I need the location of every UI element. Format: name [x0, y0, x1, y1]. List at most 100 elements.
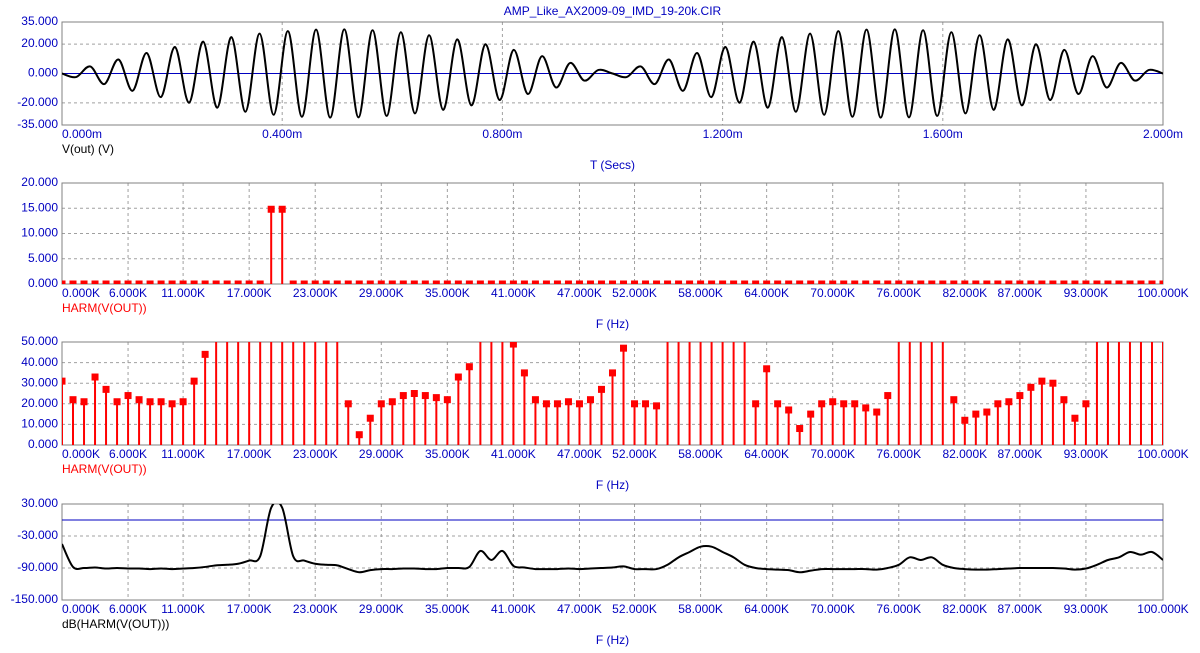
harmonic-marker — [520, 369, 528, 377]
x-tick-label: 82.000K — [942, 286, 987, 300]
harmonic-marker — [190, 280, 198, 284]
harmonic-marker — [994, 280, 1002, 284]
harmonic-marker — [818, 400, 826, 408]
harmonic-marker — [972, 280, 980, 284]
x-tick-label: 11.000K — [161, 602, 205, 616]
x-tick-label: 17.000K — [227, 286, 272, 300]
x-tick-label: 70.000K — [810, 447, 855, 461]
harmonic-marker — [774, 280, 782, 284]
harmonic-marker — [1104, 280, 1112, 284]
x-tick-label: 93.000K — [1064, 447, 1109, 461]
harmonic-marker — [675, 280, 683, 284]
x-tick-label: 0.400m — [262, 127, 302, 141]
y-tick-label: 0.000 — [28, 437, 58, 451]
harmonic-marker — [234, 280, 242, 284]
harmonic-marker — [994, 400, 1002, 408]
harmonic-marker — [201, 350, 209, 358]
harmonic-marker — [1082, 280, 1090, 284]
harmonic-marker — [1082, 400, 1090, 408]
harmonic-marker — [102, 385, 110, 393]
y-tick-label: 20.000 — [21, 175, 58, 189]
harmonic-marker — [179, 280, 187, 284]
harmonic-marker — [212, 280, 220, 284]
harmonic-marker — [851, 400, 859, 408]
plot-area — [62, 28, 1163, 119]
harmonic-marker — [763, 280, 771, 284]
harmonic-marker — [553, 280, 561, 284]
harmonic-marker — [1148, 280, 1156, 284]
x-tick-label: 58.000K — [678, 602, 723, 616]
harmonic-marker — [102, 280, 110, 284]
harmonic-marker — [719, 280, 727, 284]
x-tick-label: 0.800m — [482, 127, 522, 141]
x-tick-label: 47.000K — [557, 286, 602, 300]
harmonic-marker — [289, 280, 297, 284]
x-tick-label: 1.200m — [703, 127, 743, 141]
harmonic-marker — [124, 280, 132, 284]
harmonic-marker — [509, 280, 517, 284]
harmonic-marker — [245, 280, 253, 284]
harmonic-marker — [465, 363, 473, 371]
harmonic-marker — [1115, 280, 1123, 284]
x-tick-label: 11.000K — [161, 286, 205, 300]
harmonic-marker — [542, 400, 550, 408]
x-tick-label: 100.000K — [1137, 447, 1188, 461]
x-tick-label: 64.000K — [744, 602, 789, 616]
x-tick-label: 35.000K — [425, 447, 470, 461]
plot-area — [62, 205, 1163, 284]
harmonic-marker — [1027, 383, 1035, 391]
x-axis-label: F (Hz) — [596, 478, 629, 492]
x-tick-label: 52.000K — [612, 286, 657, 300]
x-tick-label: 11.000K — [161, 447, 205, 461]
harmonic-marker — [69, 280, 77, 284]
x-tick-label: 93.000K — [1064, 602, 1109, 616]
harmonic-marker — [785, 406, 793, 414]
x-axis-label: F (Hz) — [596, 317, 629, 331]
harmonic-marker — [223, 280, 231, 284]
harmonic-marker — [741, 280, 749, 284]
x-tick-label: 6.000K — [109, 447, 147, 461]
y-tick-label: 50.000 — [21, 334, 58, 348]
trace-label: HARM(V(OUT)) — [62, 301, 147, 315]
trace-label: V(out) (V) — [62, 142, 114, 156]
x-axis-label: T (Secs) — [590, 158, 635, 172]
harmonic-marker — [906, 280, 914, 284]
harmonic-marker — [531, 280, 539, 284]
harmonic-marker — [124, 392, 132, 400]
harmonic-marker — [432, 394, 440, 402]
harmonic-marker — [609, 280, 616, 284]
harmonic-marker — [586, 396, 594, 404]
harmonic-marker — [553, 400, 561, 408]
harmonic-marker — [256, 280, 264, 284]
x-tick-label: 41.000K — [491, 286, 536, 300]
harmonic-marker — [531, 396, 539, 404]
harmonic-marker — [465, 280, 473, 284]
harmonic-marker — [597, 280, 605, 284]
x-tick-label: 76.000K — [876, 447, 921, 461]
harmonic-marker — [950, 396, 958, 404]
harmonic-marker — [62, 280, 66, 284]
y-tick-label: 0.000 — [28, 276, 58, 290]
harmonic-marker — [575, 400, 583, 408]
harmonic-marker — [322, 280, 330, 284]
harmonic-marker — [179, 398, 187, 406]
x-tick-label: 93.000K — [1064, 286, 1109, 300]
harmonic-marker — [564, 280, 572, 284]
x-axis-label: F (Hz) — [596, 633, 629, 647]
harmonic-marker — [62, 377, 66, 385]
x-tick-label: 2.000m — [1143, 127, 1183, 141]
harmonic-marker — [785, 280, 793, 284]
harmonic-marker — [774, 400, 782, 408]
trace-line — [62, 28, 1163, 119]
x-tick-label: 82.000K — [942, 602, 987, 616]
harmonic-marker — [432, 280, 440, 284]
harmonic-marker — [840, 280, 848, 284]
harmonic-marker — [542, 280, 550, 284]
harmonic-marker — [311, 280, 319, 284]
harmonic-marker — [730, 280, 738, 284]
trace-line — [62, 504, 1163, 574]
harmonic-marker — [928, 280, 936, 284]
harmonic-marker — [377, 400, 385, 408]
